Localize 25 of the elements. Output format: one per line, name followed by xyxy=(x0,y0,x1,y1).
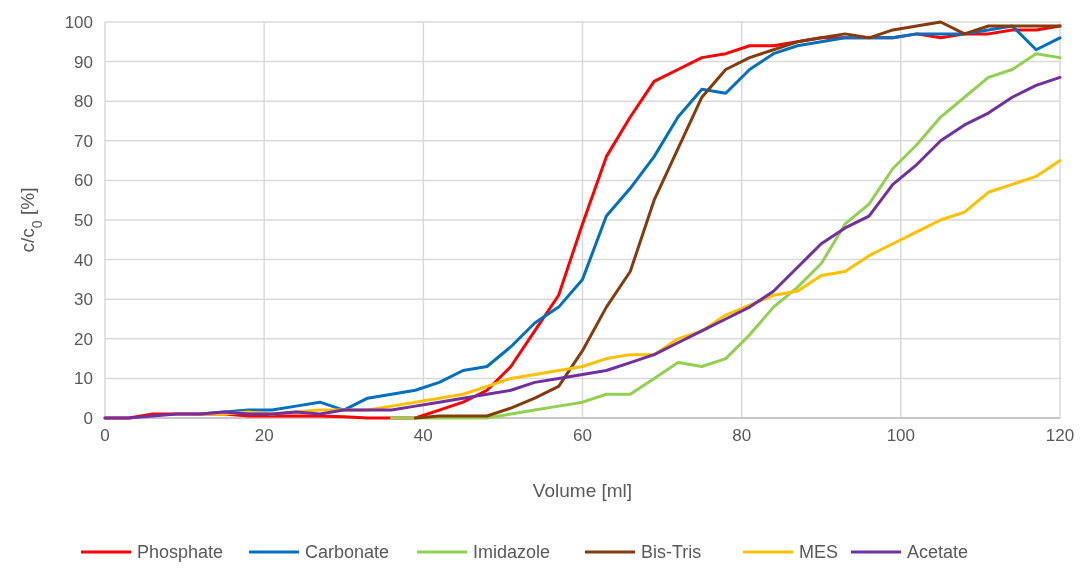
x-tick-label: 100 xyxy=(886,426,916,445)
legend-label: Bis-Tris xyxy=(641,542,702,562)
y-tick-label: 0 xyxy=(83,409,93,428)
y-tick-label: 90 xyxy=(74,52,93,72)
y-tick-label: 60 xyxy=(74,171,93,191)
y-tick-label: 80 xyxy=(74,92,93,112)
legend-label: MES xyxy=(799,542,839,562)
y-tick-label: 40 xyxy=(74,250,93,270)
y-tick-label: 100 xyxy=(64,13,93,32)
y-tick-label: 50 xyxy=(74,211,93,230)
legend-label: Imidazole xyxy=(473,542,551,562)
x-axis-title: Volume [ml] xyxy=(532,480,633,501)
x-tick-label: 20 xyxy=(254,426,274,445)
legend-label: Carbonate xyxy=(305,542,390,562)
x-tick-label: 0 xyxy=(100,426,110,445)
y-tick-label: 70 xyxy=(74,131,93,151)
legend-label: Phosphate xyxy=(137,542,224,562)
y-tick-label: 30 xyxy=(74,290,93,310)
y-tick-label: 10 xyxy=(74,369,93,389)
legend-label: Acetate xyxy=(907,542,969,562)
x-tick-label: 120 xyxy=(1045,426,1075,445)
y-tick-label: 20 xyxy=(74,329,93,349)
x-tick-label: 60 xyxy=(573,426,592,445)
x-tick-label: 80 xyxy=(732,426,752,445)
x-tick-label: 40 xyxy=(413,426,433,445)
